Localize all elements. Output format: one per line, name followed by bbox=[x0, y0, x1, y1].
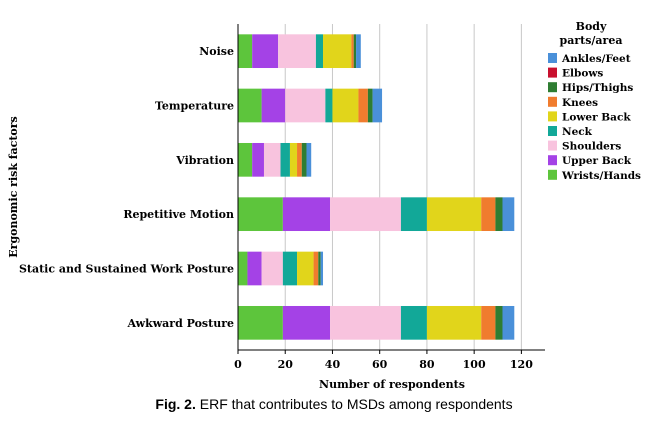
y-axis-title: Ergonomic risk factors bbox=[7, 116, 20, 257]
bar-repetitive-motion-shoulders bbox=[330, 197, 401, 232]
x-tick-label-20: 20 bbox=[278, 358, 294, 371]
bar-repetitive-motion-hips-thighs bbox=[495, 197, 503, 232]
legend-label-elbows: Elbows bbox=[562, 68, 603, 80]
bar-awkward-posture-neck bbox=[400, 305, 427, 340]
bar-static-and-sustained-work-posture-shoulders bbox=[261, 251, 283, 286]
x-tick-label-120: 120 bbox=[510, 358, 533, 371]
bar-repetitive-motion-upper-back bbox=[282, 197, 331, 232]
figure-caption: Fig. 2. ERF that contributes to MSDs amo… bbox=[0, 396, 668, 412]
figure-caption-text: ERF that contributes to MSDs among respo… bbox=[195, 396, 513, 412]
bar-temperature-neck bbox=[325, 88, 333, 123]
bar-noise-knees bbox=[351, 34, 354, 69]
bar-repetitive-motion-wrists-hands bbox=[238, 197, 283, 232]
bar-vibration-upper-back bbox=[252, 142, 264, 177]
bar-static-and-sustained-work-posture-hips-thighs bbox=[318, 251, 321, 286]
bar-noise-hips-thighs bbox=[353, 34, 357, 69]
bar-temperature-ankles-feet bbox=[372, 88, 383, 123]
bar-awkward-posture-ankles-feet bbox=[502, 305, 515, 340]
bar-temperature-knees bbox=[358, 88, 368, 123]
bar-noise-neck bbox=[315, 34, 324, 69]
legend-swatch-lower-back bbox=[548, 111, 557, 122]
bar-static-and-sustained-work-posture-knees bbox=[313, 251, 319, 286]
bar-repetitive-motion-knees bbox=[481, 197, 496, 232]
x-tick-label-80: 80 bbox=[419, 358, 435, 371]
x-tick-label-60: 60 bbox=[372, 358, 388, 371]
legend-title-line-1: Body bbox=[576, 20, 607, 33]
legend-swatch-elbows bbox=[548, 67, 557, 78]
bar-static-and-sustained-work-posture-wrists-hands bbox=[238, 251, 248, 286]
x-axis-title: Number of respondents bbox=[319, 378, 465, 391]
y-tick-label-temperature: Temperature bbox=[155, 100, 234, 113]
bar-awkward-posture-lower-back bbox=[426, 305, 482, 340]
gridlines bbox=[284, 24, 522, 350]
bar-vibration-lower-back bbox=[289, 142, 298, 177]
bar-temperature-shoulders bbox=[285, 88, 326, 123]
bar-noise-shoulders bbox=[278, 34, 316, 69]
y-tick-label-repetitive-motion: Repetitive Motion bbox=[123, 208, 234, 221]
stacked-bar-chart: Noise Temperature Vibration Repetitive Moti… bbox=[7, 20, 641, 391]
legend-label-wrists-hands: Wrists/Hands bbox=[561, 170, 641, 182]
bar-temperature-wrists-hands bbox=[238, 88, 262, 123]
legend-swatch-ankles-feet bbox=[548, 53, 557, 63]
legend-label-upper-back: Upper Back bbox=[562, 155, 632, 167]
bar-noise-ankles-feet bbox=[356, 34, 361, 69]
bar-noise-lower-back bbox=[323, 34, 352, 69]
bar-vibration-wrists-hands bbox=[238, 142, 253, 177]
bar-awkward-posture-wrists-hands bbox=[238, 305, 283, 340]
y-tick-label-vibration: Vibration bbox=[175, 154, 234, 167]
bars bbox=[238, 34, 515, 340]
legend-label-knees: Knees bbox=[562, 97, 598, 109]
bar-awkward-posture-knees bbox=[481, 305, 496, 340]
legend-swatch-knees bbox=[548, 96, 557, 107]
bar-static-and-sustained-work-posture-upper-back bbox=[247, 251, 262, 286]
bar-awkward-posture-hips-thighs bbox=[495, 305, 503, 340]
bar-noise-upper-back bbox=[252, 34, 279, 69]
legend-label-lower-back: Lower Back bbox=[562, 111, 631, 123]
legend-swatch-wrists-hands bbox=[548, 169, 557, 180]
bar-noise-wrists-hands bbox=[238, 34, 253, 69]
legend-swatch-upper-back bbox=[548, 155, 557, 166]
bar-static-and-sustained-work-posture-neck bbox=[282, 251, 298, 286]
bar-vibration-neck bbox=[280, 142, 290, 177]
bar-static-and-sustained-work-posture-lower-back bbox=[297, 251, 314, 286]
legend-title-line-2: parts/area bbox=[560, 34, 623, 47]
y-tick-label-awkward-posture: Awkward Posture bbox=[127, 317, 234, 330]
bar-repetitive-motion-neck bbox=[400, 197, 427, 232]
axes bbox=[237, 24, 545, 354]
legend-label-shoulders: Shoulders bbox=[562, 141, 621, 153]
bar-static-and-sustained-work-posture-ankles-feet bbox=[320, 251, 324, 286]
legend-swatch-shoulders bbox=[548, 140, 557, 151]
bar-repetitive-motion-lower-back bbox=[426, 197, 482, 232]
legend-label-hips-thighs: Hips/Thighs bbox=[562, 82, 633, 94]
y-tick-label-static-and-sustained-work-posture: Static and Sustained Work Posture bbox=[19, 263, 234, 276]
bar-temperature-lower-back bbox=[332, 88, 359, 123]
bar-vibration-knees bbox=[297, 142, 302, 177]
legend-swatch-neck bbox=[548, 126, 557, 136]
bar-vibration-ankles-feet bbox=[306, 142, 312, 177]
bar-vibration-hips-thighs bbox=[301, 142, 307, 177]
bar-temperature-upper-back bbox=[261, 88, 286, 123]
bar-vibration-shoulders bbox=[263, 142, 281, 177]
figure-caption-label: Fig. 2. bbox=[155, 396, 196, 412]
legend-label-ankles-feet: Ankles/Feet bbox=[561, 53, 631, 65]
legend-label-neck: Neck bbox=[562, 126, 593, 138]
x-tick-label-100: 100 bbox=[463, 358, 486, 371]
legend-swatch-hips-thighs bbox=[548, 82, 557, 93]
x-tick-label-0: 0 bbox=[234, 358, 242, 371]
y-tick-label-noise: Noise bbox=[199, 45, 234, 58]
y-tick-labels: Noise Temperature Vibration Repetitive Moti… bbox=[19, 45, 234, 330]
bar-repetitive-motion-ankles-feet bbox=[502, 197, 515, 232]
x-tick-labels: 0 20 40 60 80 100 120 bbox=[234, 358, 533, 371]
bar-awkward-posture-upper-back bbox=[282, 305, 331, 340]
bar-temperature-hips-thighs bbox=[367, 88, 373, 123]
bar-awkward-posture-shoulders bbox=[330, 305, 401, 340]
x-tick-label-40: 40 bbox=[325, 358, 341, 371]
